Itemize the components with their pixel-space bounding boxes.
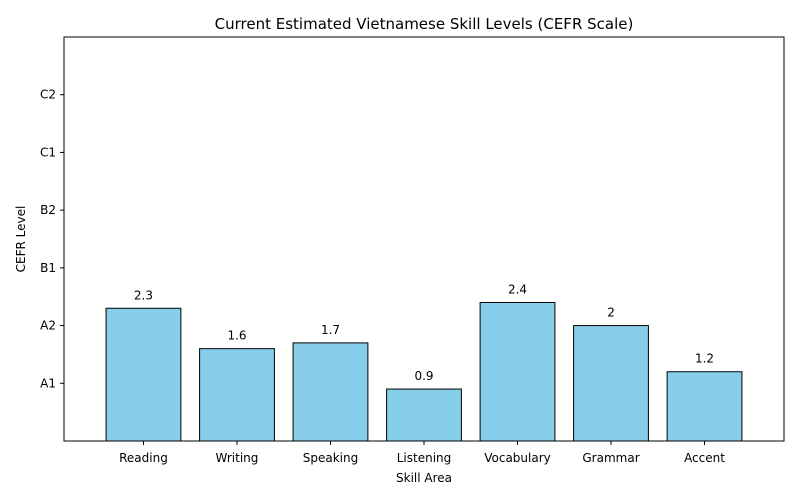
data-labels: 2.3 1.6 1.7 0.9 2.4 2 1.2 bbox=[134, 282, 714, 383]
data-label: 1.7 bbox=[321, 323, 340, 337]
y-axis-ticks: A1 A2 B1 B2 C1 C2 bbox=[40, 88, 64, 390]
y-tick-label: C1 bbox=[40, 145, 56, 159]
x-axis-label: Skill Area bbox=[396, 471, 452, 485]
bar-grammar bbox=[573, 325, 649, 442]
x-tick-label: Vocabulary bbox=[484, 451, 551, 465]
data-label: 2 bbox=[607, 306, 615, 320]
bar-listening bbox=[386, 388, 462, 442]
x-tick-label: Listening bbox=[397, 451, 452, 465]
data-label: 1.2 bbox=[695, 352, 714, 366]
y-tick-label: B1 bbox=[40, 261, 56, 275]
data-label: 0.9 bbox=[414, 369, 433, 383]
y-axis-label: CEFR Level bbox=[14, 206, 28, 273]
y-tick-label: B2 bbox=[40, 203, 56, 217]
x-tick-label: Speaking bbox=[303, 451, 358, 465]
bars bbox=[105, 301, 743, 442]
bar-speaking bbox=[292, 342, 369, 442]
y-tick-label: A1 bbox=[40, 376, 56, 390]
bar-writing bbox=[199, 348, 275, 442]
chart-title: Current Estimated Vietnamese Skill Level… bbox=[215, 15, 634, 33]
bar-accent bbox=[666, 371, 743, 442]
x-tick-label: Grammar bbox=[582, 451, 639, 465]
plot-frame bbox=[63, 36, 785, 442]
bar-reading bbox=[105, 307, 182, 442]
data-label: 1.6 bbox=[227, 329, 246, 343]
x-tick-label: Accent bbox=[684, 451, 725, 465]
y-tick-label: A2 bbox=[40, 319, 56, 333]
bar-vocabulary bbox=[479, 301, 556, 442]
x-tick-label: Writing bbox=[216, 451, 259, 465]
data-label: 2.4 bbox=[508, 282, 527, 296]
x-tick-label: Reading bbox=[119, 451, 168, 465]
y-tick-label: C2 bbox=[40, 88, 56, 102]
x-axis-ticks: Reading Writing Speaking Listening Vocabular… bbox=[119, 441, 725, 465]
data-label: 2.3 bbox=[134, 288, 153, 302]
